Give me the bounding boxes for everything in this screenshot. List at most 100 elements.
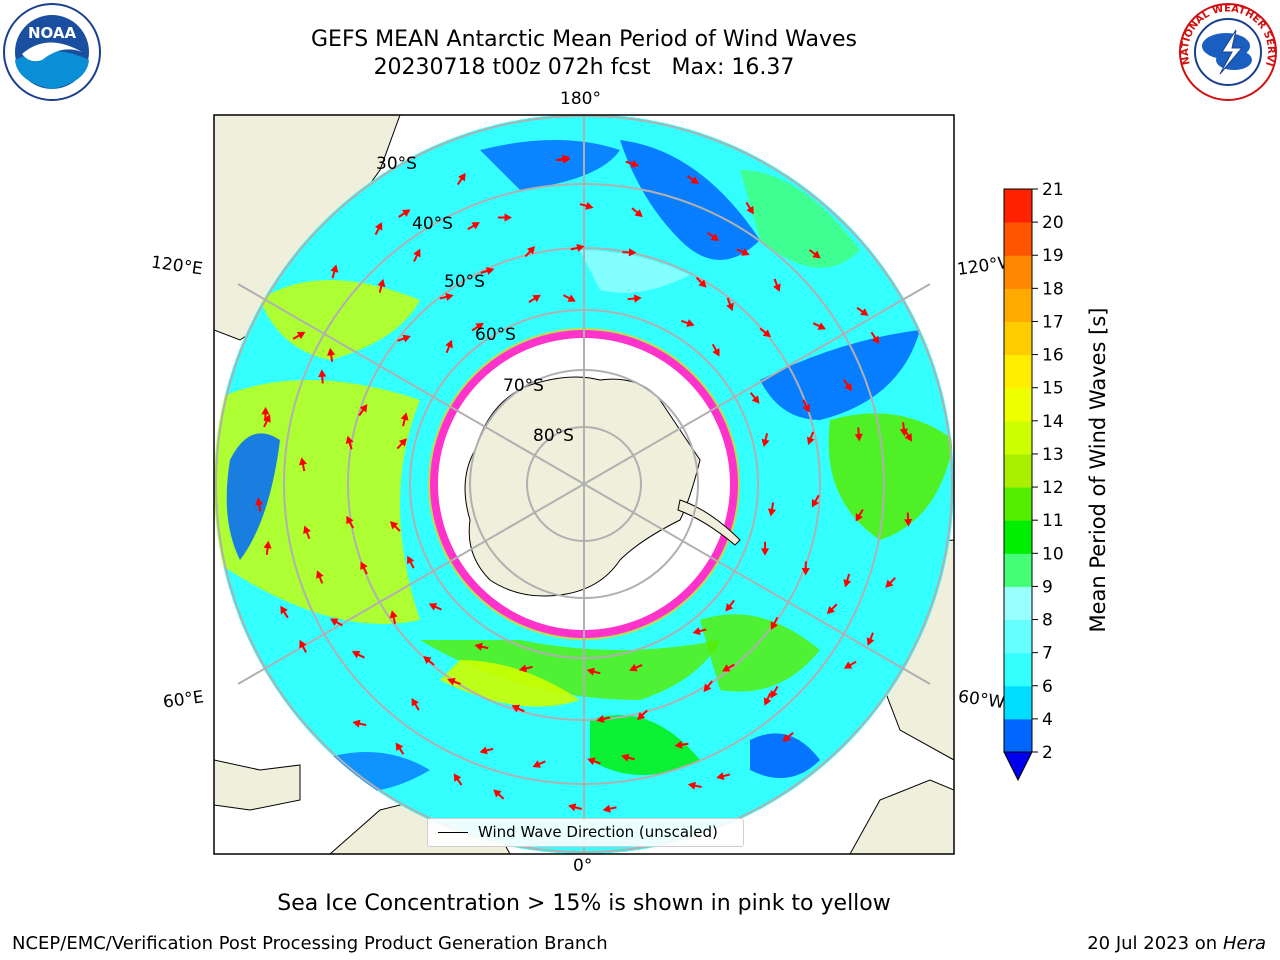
colorbar-band bbox=[1004, 420, 1032, 455]
colorbar-tick-label: 15 bbox=[1042, 379, 1064, 399]
wind-wave-arrowhead bbox=[690, 176, 699, 184]
wind-wave-arrowhead bbox=[698, 279, 707, 288]
colorbar-band bbox=[1004, 222, 1032, 256]
wind-wave-arrowhead bbox=[634, 209, 643, 218]
colorbar-tick-label: 18 bbox=[1042, 279, 1064, 299]
land-madagascar bbox=[214, 759, 301, 811]
wind-wave-arrowhead bbox=[726, 302, 734, 312]
wind-wave-arrowhead bbox=[844, 382, 853, 392]
wind-wave-arrowhead bbox=[710, 233, 720, 242]
wind-wave-arrowhead bbox=[630, 159, 640, 168]
wind-wave-arrowhead bbox=[261, 406, 270, 415]
wind-wave-arrowhead bbox=[587, 757, 596, 766]
colorbar-band bbox=[1004, 387, 1032, 422]
footer-date-text: 20 Jul 2023 on bbox=[1087, 933, 1223, 954]
wind-wave-arrowhead bbox=[374, 222, 383, 231]
wind-wave-arrowhead bbox=[885, 579, 894, 588]
colorbar-tick-label: 2 bbox=[1042, 743, 1053, 763]
colorbar-tick-label: 4 bbox=[1042, 710, 1053, 730]
noaa-logo-text: NOAA bbox=[28, 24, 77, 42]
colorbar-band bbox=[1004, 321, 1032, 356]
colorbar-label: Mean Period of Wind Waves [s] bbox=[1086, 307, 1110, 633]
wind-wave-arrowhead bbox=[725, 603, 734, 612]
colorbar-tick-label: 6 bbox=[1042, 677, 1053, 697]
wind-wave-arrowhead bbox=[782, 733, 791, 742]
wind-wave-arrowhead bbox=[428, 603, 438, 611]
wind-wave-arrowhead bbox=[843, 661, 853, 669]
colorbar: 2 4 6 7 8 9 10 11 12 13 14 15 16 17 18 19 20 21 bbox=[1003, 180, 1064, 782]
wind-wave-arrowhead bbox=[402, 209, 411, 217]
wind-wave-arrowhead bbox=[423, 656, 432, 664]
noaa-logo: NOAA bbox=[3, 3, 101, 101]
colorbar-band bbox=[1004, 354, 1032, 389]
wind-wave-arrowhead bbox=[586, 667, 595, 676]
wind-wave-arrowhead bbox=[359, 404, 368, 413]
wind-wave-arrowhead bbox=[568, 803, 577, 812]
colorbar-band bbox=[1004, 652, 1032, 687]
wind-wave-arrowhead bbox=[855, 513, 863, 522]
wind-wave-arrowhead bbox=[346, 515, 354, 525]
wind-wave-arrowhead bbox=[453, 773, 462, 782]
wind-wave-arrowhead bbox=[761, 438, 770, 448]
lat-label-60s: 60°S bbox=[475, 325, 516, 345]
wind-wave-arrowhead bbox=[767, 508, 776, 517]
wind-wave-arrowhead bbox=[806, 436, 815, 446]
lat-label-80s: 80°S bbox=[533, 426, 574, 446]
wind-wave-arrowhead bbox=[686, 319, 695, 327]
wind-wave-arrowhead bbox=[866, 637, 875, 646]
wind-wave-arrowhead bbox=[389, 521, 399, 530]
legend-line-sample bbox=[438, 832, 468, 833]
colorbar-band bbox=[1004, 685, 1032, 720]
colorbar-tick-label: 7 bbox=[1042, 644, 1053, 664]
wind-wave-arrowhead bbox=[770, 690, 778, 699]
credit-text: NCEP/EMC/Verification Post Processing Pr… bbox=[12, 933, 608, 954]
wind-wave-arrowhead bbox=[746, 205, 754, 215]
legend-label: Wind Wave Direction (unscaled) bbox=[478, 823, 718, 841]
wind-wave-arrowhead bbox=[773, 283, 781, 292]
wind-wave-arrowhead bbox=[471, 222, 480, 230]
colorbar-band bbox=[1004, 586, 1032, 621]
wind-wave-arrowhead bbox=[511, 704, 520, 713]
wind-wave-arrowhead bbox=[263, 540, 272, 549]
wind-wave-arrowhead bbox=[854, 433, 863, 442]
nws-logo: NATIONAL WEATHER SERVICE bbox=[1178, 2, 1277, 101]
wind-wave-arrowhead bbox=[621, 753, 630, 762]
footer-host: Hera bbox=[1222, 933, 1266, 954]
wind-wave-arrowhead bbox=[299, 639, 307, 649]
wind-wave-arrowhead bbox=[445, 339, 453, 349]
map-border bbox=[213, 114, 955, 855]
wind-wave-arrowhead bbox=[817, 322, 826, 330]
wind-wave-arrowhead bbox=[479, 746, 488, 755]
wind-wave-arrowhead bbox=[802, 404, 810, 413]
wind-wave-arrowhead bbox=[413, 248, 421, 258]
wind-wave-arrowhead bbox=[527, 246, 536, 255]
wind-wave-arrowhead bbox=[345, 435, 354, 445]
wind-wave-arrowhead bbox=[760, 548, 770, 556]
wind-wave-arrowhead bbox=[871, 335, 880, 345]
wind-wave-arrowhead bbox=[327, 347, 336, 356]
wind-wave-arrowhead bbox=[389, 610, 398, 619]
wind-wave-arrowhead bbox=[843, 579, 852, 588]
wind-wave-arrowhead bbox=[296, 331, 306, 340]
footer-date: 20 Jul 2023 on Hera bbox=[1087, 933, 1266, 954]
colorbar-tick-label: 8 bbox=[1042, 611, 1053, 631]
wind-wave-arrowhead bbox=[398, 438, 407, 447]
wind-wave-arrowhead bbox=[763, 697, 772, 706]
colorbar-tick-label: 11 bbox=[1042, 511, 1064, 531]
colorbar-band bbox=[1004, 255, 1032, 289]
colorbar-band bbox=[1004, 718, 1032, 753]
map-subtitle: 20230718 t00z 072h fcst Max: 16.37 bbox=[234, 55, 934, 81]
wind-wave-arrowhead bbox=[263, 414, 271, 423]
wind-wave-arrowhead bbox=[303, 525, 311, 535]
wind-wave-arrowhead bbox=[351, 651, 361, 659]
wind-wave-arrowhead bbox=[407, 555, 415, 565]
wind-wave-arrowhead bbox=[633, 294, 642, 303]
wind-wave-arrowhead bbox=[801, 567, 810, 576]
colorbar-tick-label: 14 bbox=[1042, 412, 1064, 432]
wind-wave-arrowhead bbox=[674, 740, 683, 749]
wind-wave-arrowhead bbox=[811, 498, 820, 508]
wind-wave-arrowhead bbox=[629, 663, 638, 672]
colorbar-band bbox=[1004, 487, 1032, 521]
wind-wave-arrowhead bbox=[567, 294, 576, 302]
wind-wave-arrowhead bbox=[637, 711, 646, 721]
